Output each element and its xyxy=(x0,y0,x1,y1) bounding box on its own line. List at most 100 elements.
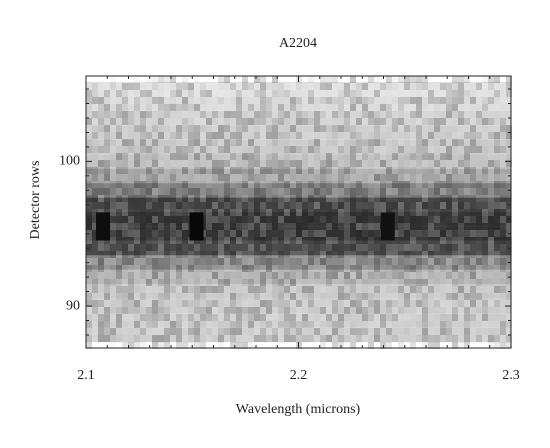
noise-cell xyxy=(332,167,338,174)
noise-cell xyxy=(404,160,410,167)
noise-cell xyxy=(458,314,464,321)
noise-cell xyxy=(128,293,134,300)
noise-cell xyxy=(260,111,266,118)
row-cell xyxy=(86,139,511,155)
noise-cell xyxy=(272,293,278,300)
noise-cell xyxy=(278,209,284,216)
noise-cell xyxy=(296,293,302,300)
noise-cell xyxy=(386,293,392,300)
noise-cell xyxy=(326,195,332,202)
noise-cell xyxy=(272,342,278,349)
noise-cell xyxy=(116,300,122,307)
noise-cell xyxy=(440,167,446,174)
noise-cell xyxy=(338,118,344,125)
noise-cell xyxy=(206,111,212,118)
noise-cell xyxy=(332,251,338,258)
noise-cell xyxy=(314,111,320,118)
noise-cell xyxy=(338,223,344,230)
noise-cell xyxy=(404,104,410,111)
noise-cell xyxy=(356,272,362,279)
noise-cell xyxy=(386,160,392,167)
noise-cell xyxy=(224,216,230,223)
noise-cell xyxy=(164,83,170,90)
noise-cell xyxy=(500,181,506,188)
noise-cell xyxy=(128,153,134,160)
noise-cell xyxy=(248,104,254,111)
noise-cell xyxy=(458,223,464,230)
noise-cell xyxy=(362,125,368,132)
noise-cell xyxy=(296,139,302,146)
noise-cell xyxy=(158,230,164,237)
noise-cell xyxy=(326,251,332,258)
noise-cell xyxy=(308,132,314,139)
noise-cell xyxy=(146,90,152,97)
noise-cell xyxy=(164,153,170,160)
noise-cell xyxy=(386,251,392,258)
noise-cell xyxy=(386,272,392,279)
noise-cell xyxy=(338,279,344,286)
noise-cell xyxy=(314,174,320,181)
noise-cell xyxy=(254,279,260,286)
noise-cell xyxy=(272,118,278,125)
noise-cell xyxy=(434,167,440,174)
noise-cell xyxy=(410,314,416,321)
noise-cell xyxy=(308,335,314,342)
noise-cell xyxy=(452,167,458,174)
noise-cell xyxy=(470,174,476,181)
noise-cell xyxy=(422,307,428,314)
noise-cell xyxy=(290,265,296,272)
noise-cell xyxy=(416,307,422,314)
noise-cell xyxy=(206,118,212,125)
noise-cell xyxy=(260,202,266,209)
noise-cell xyxy=(200,265,206,272)
noise-cell xyxy=(182,111,188,118)
noise-cell xyxy=(482,104,488,111)
noise-cell xyxy=(362,251,368,258)
noise-cell xyxy=(350,111,356,118)
noise-cell xyxy=(176,251,182,258)
noise-cell xyxy=(470,167,476,174)
noise-cell xyxy=(314,293,320,300)
noise-cell xyxy=(170,307,176,314)
noise-cell xyxy=(434,146,440,153)
noise-cell xyxy=(98,153,104,160)
noise-cell xyxy=(170,160,176,167)
noise-cell xyxy=(152,174,158,181)
noise-cell xyxy=(104,125,110,132)
noise-cell xyxy=(176,83,182,90)
noise-cell xyxy=(272,272,278,279)
noise-cell xyxy=(92,293,98,300)
noise-cell xyxy=(482,209,488,216)
noise-cell xyxy=(428,265,434,272)
noise-cell xyxy=(248,244,254,251)
noise-cell xyxy=(368,188,374,195)
noise-cell xyxy=(218,83,224,90)
noise-cell xyxy=(338,132,344,139)
noise-cell xyxy=(218,132,224,139)
noise-cell xyxy=(320,174,326,181)
noise-cell xyxy=(338,90,344,97)
noise-cell xyxy=(392,307,398,314)
noise-cell xyxy=(86,209,92,216)
noise-cell xyxy=(458,146,464,153)
noise-cell xyxy=(380,293,386,300)
noise-cell xyxy=(398,300,404,307)
noise-cell xyxy=(308,125,314,132)
noise-cell xyxy=(410,237,416,244)
noise-cell xyxy=(488,202,494,209)
noise-cell xyxy=(188,97,194,104)
noise-cell xyxy=(326,300,332,307)
noise-cell xyxy=(428,76,434,83)
noise-cell xyxy=(188,125,194,132)
noise-cell xyxy=(224,97,230,104)
noise-cell xyxy=(434,160,440,167)
noise-cell xyxy=(344,258,350,265)
noise-cell xyxy=(488,258,494,265)
noise-cell xyxy=(398,160,404,167)
row-cell xyxy=(86,81,511,97)
noise-cell xyxy=(290,258,296,265)
noise-cell xyxy=(218,258,224,265)
noise-cell xyxy=(308,300,314,307)
noise-cell xyxy=(266,160,272,167)
noise-cell xyxy=(362,237,368,244)
